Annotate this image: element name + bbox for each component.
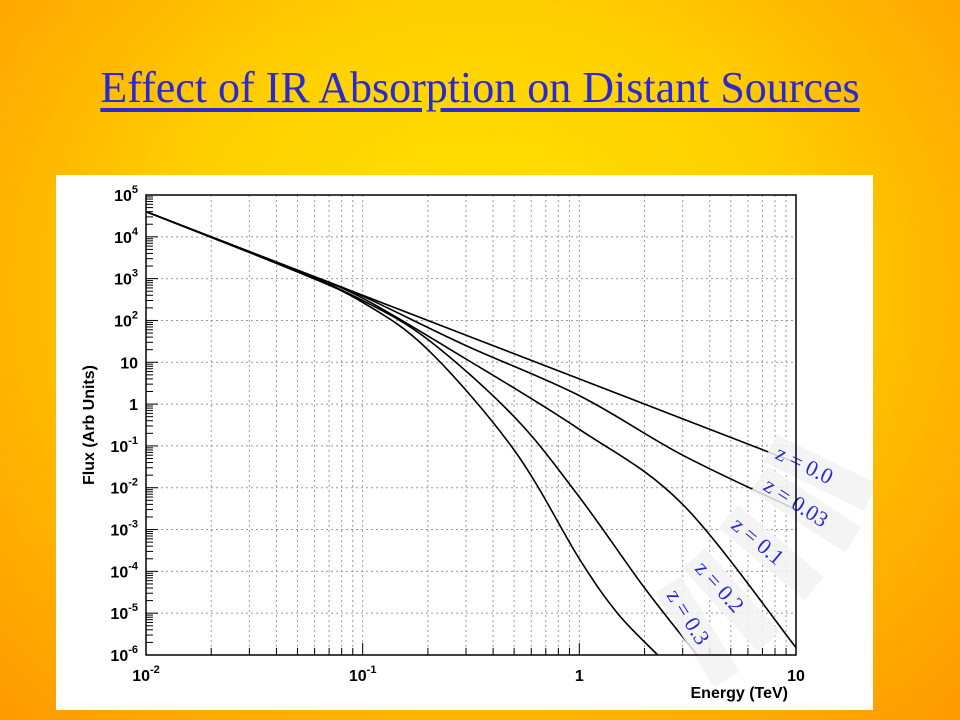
curve-label-band (654, 576, 740, 688)
curve-label-band (718, 505, 824, 600)
plot-frame (145, 194, 797, 656)
y-axis-title: Flux (Arb Units) (81, 365, 98, 485)
y-tick-label: 104 (114, 226, 139, 247)
y-tick-label: 10-4 (110, 560, 138, 581)
y-tick-label: 10-1 (110, 435, 138, 456)
x-tick-label: 10-1 (349, 664, 377, 685)
curve-layer (145, 210, 797, 656)
series-line (145, 210, 698, 656)
y-tick-label: 102 (114, 309, 138, 330)
curve-label-layer: z = 0.0z = 0.03z = 0.1z = 0.2z = 0.3 (654, 434, 873, 688)
curve-label-band (682, 548, 780, 652)
tick-label-layer: 10-6 10-5 10-4 10-3 10-2 10-1 1 10 102 103 104 105 1… (110, 184, 805, 685)
y-tick-label: 10 (120, 355, 138, 372)
curve-label-band (763, 434, 873, 511)
plot-panel: z = 0.0 z = 0.03 z = 0.1 z = 0.2 z = 0.3 10-… (56, 175, 873, 710)
x-tick-label: 10-2 (132, 664, 160, 685)
x-axis-title: Energy (TeV) (691, 685, 789, 702)
x-tick-label: 1 (575, 668, 584, 685)
curve-label-band (750, 466, 862, 553)
y-tick-label: 10-3 (110, 519, 138, 540)
x-tick-label: 10 (787, 668, 805, 685)
y-tick-label: 105 (114, 184, 138, 205)
y-tick-label: 103 (114, 268, 138, 289)
y-tick-label: 10-6 (110, 644, 138, 665)
series-line (145, 210, 797, 511)
y-tick-label: 1 (129, 397, 138, 414)
y-tick-label: 10-2 (110, 477, 138, 498)
series-line (145, 210, 659, 656)
flux-energy-chart: z = 0.0z = 0.03z = 0.1z = 0.2z = 0.3 10-… (81, 184, 873, 702)
y-tick-label: 10-5 (110, 602, 138, 623)
slide-title: Effect of IR Absorption on Distant Sourc… (100, 63, 860, 112)
